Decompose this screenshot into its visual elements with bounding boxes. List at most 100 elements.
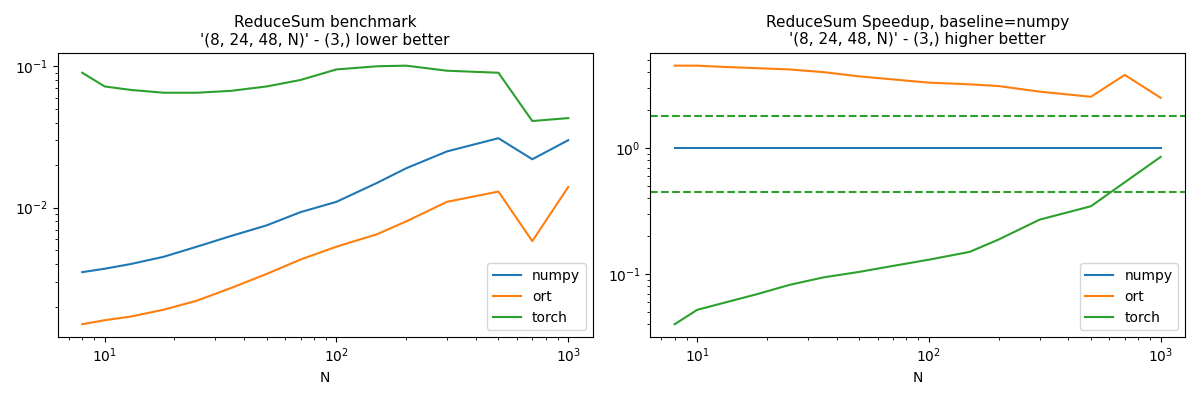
numpy xyxy=(293,210,307,214)
ort xyxy=(667,63,682,68)
numpy xyxy=(690,146,704,150)
numpy xyxy=(1084,146,1098,150)
ort xyxy=(1153,96,1168,100)
numpy xyxy=(562,138,576,143)
numpy xyxy=(400,166,414,171)
Line: torch: torch xyxy=(83,66,569,121)
numpy xyxy=(157,254,172,259)
torch xyxy=(816,275,830,280)
torch xyxy=(1084,204,1098,209)
numpy xyxy=(852,146,866,150)
ort xyxy=(370,232,384,236)
numpy xyxy=(716,146,731,150)
numpy xyxy=(782,146,797,150)
numpy xyxy=(962,146,977,150)
numpy xyxy=(223,234,238,238)
ort xyxy=(962,82,977,87)
ort xyxy=(991,84,1006,88)
torch xyxy=(782,282,797,287)
ort xyxy=(886,77,900,82)
numpy xyxy=(526,157,540,162)
numpy xyxy=(991,146,1006,150)
ort xyxy=(852,74,866,79)
torch xyxy=(1032,217,1046,222)
torch xyxy=(190,90,204,95)
torch xyxy=(922,257,936,262)
numpy xyxy=(667,146,682,150)
numpy xyxy=(816,146,830,150)
torch xyxy=(667,322,682,326)
ort xyxy=(816,70,830,74)
torch xyxy=(991,237,1006,242)
ort xyxy=(124,314,138,319)
torch xyxy=(76,70,90,75)
torch xyxy=(886,264,900,268)
Line: ort: ort xyxy=(83,187,569,324)
numpy xyxy=(370,180,384,185)
numpy xyxy=(749,146,763,150)
Legend: numpy, ort, torch: numpy, ort, torch xyxy=(487,263,586,330)
ort xyxy=(440,200,455,204)
numpy xyxy=(440,149,455,154)
torch xyxy=(440,68,455,73)
torch xyxy=(223,88,238,93)
ort xyxy=(97,318,112,323)
ort xyxy=(293,257,307,262)
ort xyxy=(190,298,204,303)
torch xyxy=(157,90,172,95)
ort xyxy=(690,63,704,68)
ort xyxy=(329,244,343,249)
numpy xyxy=(922,146,936,150)
Title: ReduceSum Speedup, baseline=numpy
'(8, 24, 48, N)' - (3,) higher better: ReduceSum Speedup, baseline=numpy '(8, 2… xyxy=(766,15,1069,47)
torch xyxy=(962,250,977,254)
ort xyxy=(749,66,763,70)
torch xyxy=(716,300,731,305)
torch xyxy=(491,70,505,75)
X-axis label: N: N xyxy=(320,371,330,385)
torch xyxy=(329,67,343,72)
torch xyxy=(97,84,112,89)
numpy xyxy=(76,270,90,274)
torch xyxy=(852,270,866,274)
Legend: numpy, ort, torch: numpy, ort, torch xyxy=(1080,263,1178,330)
numpy xyxy=(190,244,204,249)
torch xyxy=(370,64,384,69)
numpy xyxy=(329,200,343,204)
Line: ort: ort xyxy=(674,66,1160,98)
numpy xyxy=(259,223,274,228)
torch xyxy=(124,88,138,92)
X-axis label: N: N xyxy=(912,371,923,385)
Line: numpy: numpy xyxy=(83,138,569,272)
ort xyxy=(76,322,90,326)
ort xyxy=(1084,94,1098,99)
ort xyxy=(562,185,576,190)
numpy xyxy=(1117,146,1132,150)
ort xyxy=(1117,72,1132,77)
ort xyxy=(400,219,414,224)
torch xyxy=(562,116,576,120)
torch xyxy=(749,292,763,297)
torch xyxy=(400,63,414,68)
Title: ReduceSum benchmark
'(8, 24, 48, N)' - (3,) lower better: ReduceSum benchmark '(8, 24, 48, N)' - (… xyxy=(200,15,450,47)
ort xyxy=(526,239,540,244)
numpy xyxy=(886,146,900,150)
ort xyxy=(223,286,238,290)
ort xyxy=(259,272,274,276)
numpy xyxy=(1032,146,1046,150)
numpy xyxy=(97,266,112,271)
torch xyxy=(293,78,307,82)
numpy xyxy=(491,136,505,140)
numpy xyxy=(124,262,138,266)
torch xyxy=(1117,180,1132,185)
torch xyxy=(526,119,540,124)
torch xyxy=(259,84,274,89)
torch xyxy=(690,308,704,312)
ort xyxy=(922,80,936,85)
numpy xyxy=(1153,146,1168,150)
ort xyxy=(782,67,797,72)
Line: torch: torch xyxy=(674,157,1160,324)
ort xyxy=(157,307,172,312)
torch xyxy=(1153,154,1168,159)
ort xyxy=(1032,89,1046,94)
ort xyxy=(491,189,505,194)
